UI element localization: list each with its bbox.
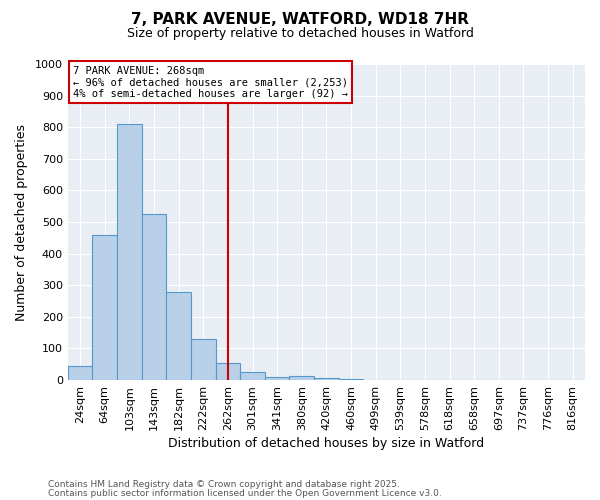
- Bar: [215, 362, 240, 380]
- Text: Contains HM Land Registry data © Crown copyright and database right 2025.: Contains HM Land Registry data © Crown c…: [48, 480, 400, 489]
- Bar: [265, 377, 289, 380]
- Y-axis label: Number of detached properties: Number of detached properties: [15, 124, 28, 320]
- Bar: [166, 292, 191, 380]
- Bar: [92, 234, 117, 380]
- Bar: [339, 379, 364, 380]
- Bar: [142, 214, 166, 380]
- Text: 7, PARK AVENUE, WATFORD, WD18 7HR: 7, PARK AVENUE, WATFORD, WD18 7HR: [131, 12, 469, 28]
- Bar: [191, 339, 215, 380]
- Text: Contains public sector information licensed under the Open Government Licence v3: Contains public sector information licen…: [48, 488, 442, 498]
- Text: Size of property relative to detached houses in Watford: Size of property relative to detached ho…: [127, 28, 473, 40]
- X-axis label: Distribution of detached houses by size in Watford: Distribution of detached houses by size …: [169, 437, 484, 450]
- Bar: [117, 124, 142, 380]
- Bar: [240, 372, 265, 380]
- Bar: [68, 366, 92, 380]
- Bar: [314, 378, 339, 380]
- Text: 7 PARK AVENUE: 268sqm
← 96% of detached houses are smaller (2,253)
4% of semi-de: 7 PARK AVENUE: 268sqm ← 96% of detached …: [73, 66, 348, 99]
- Bar: [289, 376, 314, 380]
